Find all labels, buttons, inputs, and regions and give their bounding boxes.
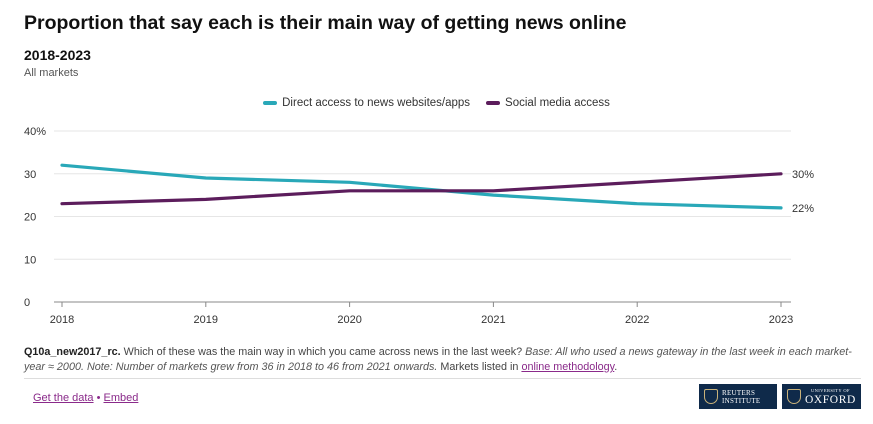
- question-text: Which of these was the main way in which…: [120, 346, 526, 358]
- y-tick-label: 20: [24, 212, 36, 224]
- oxford-logo-small: UNIVERSITY OF: [810, 387, 850, 393]
- x-tick-label: 2021: [481, 314, 505, 326]
- y-tick-label: 10: [24, 254, 36, 266]
- question-code: Q10a_new2017_rc.: [24, 346, 121, 358]
- legend: Direct access to news websites/apps Soci…: [0, 97, 873, 109]
- oxford-logo-big: OXFORD: [805, 393, 856, 406]
- embed-link[interactable]: Embed: [103, 392, 139, 404]
- chart-title: Proportion that say each is their main w…: [24, 12, 627, 34]
- legend-label-direct: Direct access to news websites/apps: [282, 97, 471, 109]
- x-tick-label: 2023: [769, 314, 793, 326]
- legend-swatch-social: [486, 101, 501, 105]
- chart-subtitle: 2018-2023: [24, 47, 91, 63]
- series-line-0: [60, 163, 783, 210]
- methodology-link[interactable]: online methodology: [521, 361, 615, 373]
- end-label: 22%: [792, 203, 814, 215]
- y-tick-label: 0: [24, 297, 30, 309]
- footer-links: Get the data • Embed: [33, 392, 138, 404]
- notes-end: .: [614, 361, 618, 373]
- y-tick-label: 40%: [24, 126, 46, 138]
- x-tick-label: 2020: [337, 314, 361, 326]
- oxford-crest-icon: [787, 389, 801, 404]
- x-tick-label: 2019: [194, 314, 218, 326]
- x-tick-label: 2018: [50, 314, 74, 326]
- reuters-crest-icon: [704, 389, 718, 404]
- legend-swatch-direct: [263, 101, 278, 105]
- markets-text: Markets listed in: [437, 361, 522, 373]
- line-chart: 0 10 20 30 40% 2018 2019 2020 2021 2022 2023 22% 30%: [24, 126, 814, 326]
- series-line-1: [60, 172, 783, 206]
- legend-item-social[interactable]: Social media access: [486, 97, 610, 109]
- reuters-institute-logo[interactable]: REUTERS INSTITUTE: [699, 384, 777, 409]
- market-label: All markets: [24, 67, 79, 79]
- chart-notes: Q10a_new2017_rc. Which of these was the …: [24, 345, 860, 375]
- legend-label-social: Social media access: [505, 97, 610, 109]
- divider: [24, 378, 861, 379]
- end-label: 30%: [792, 169, 814, 181]
- oxford-logo[interactable]: UNIVERSITY OF OXFORD: [782, 384, 861, 409]
- reuters-logo-line1: REUTERS: [722, 388, 756, 397]
- get-data-link[interactable]: Get the data: [33, 392, 94, 404]
- legend-item-direct[interactable]: Direct access to news websites/apps: [263, 97, 470, 109]
- x-tick-label: 2022: [625, 314, 649, 326]
- y-tick-label: 30: [24, 169, 36, 181]
- reuters-logo-line2: INSTITUTE: [722, 396, 761, 405]
- footer-separator: •: [93, 392, 104, 404]
- base-note: Base: All who used a news gateway in the…: [24, 346, 852, 373]
